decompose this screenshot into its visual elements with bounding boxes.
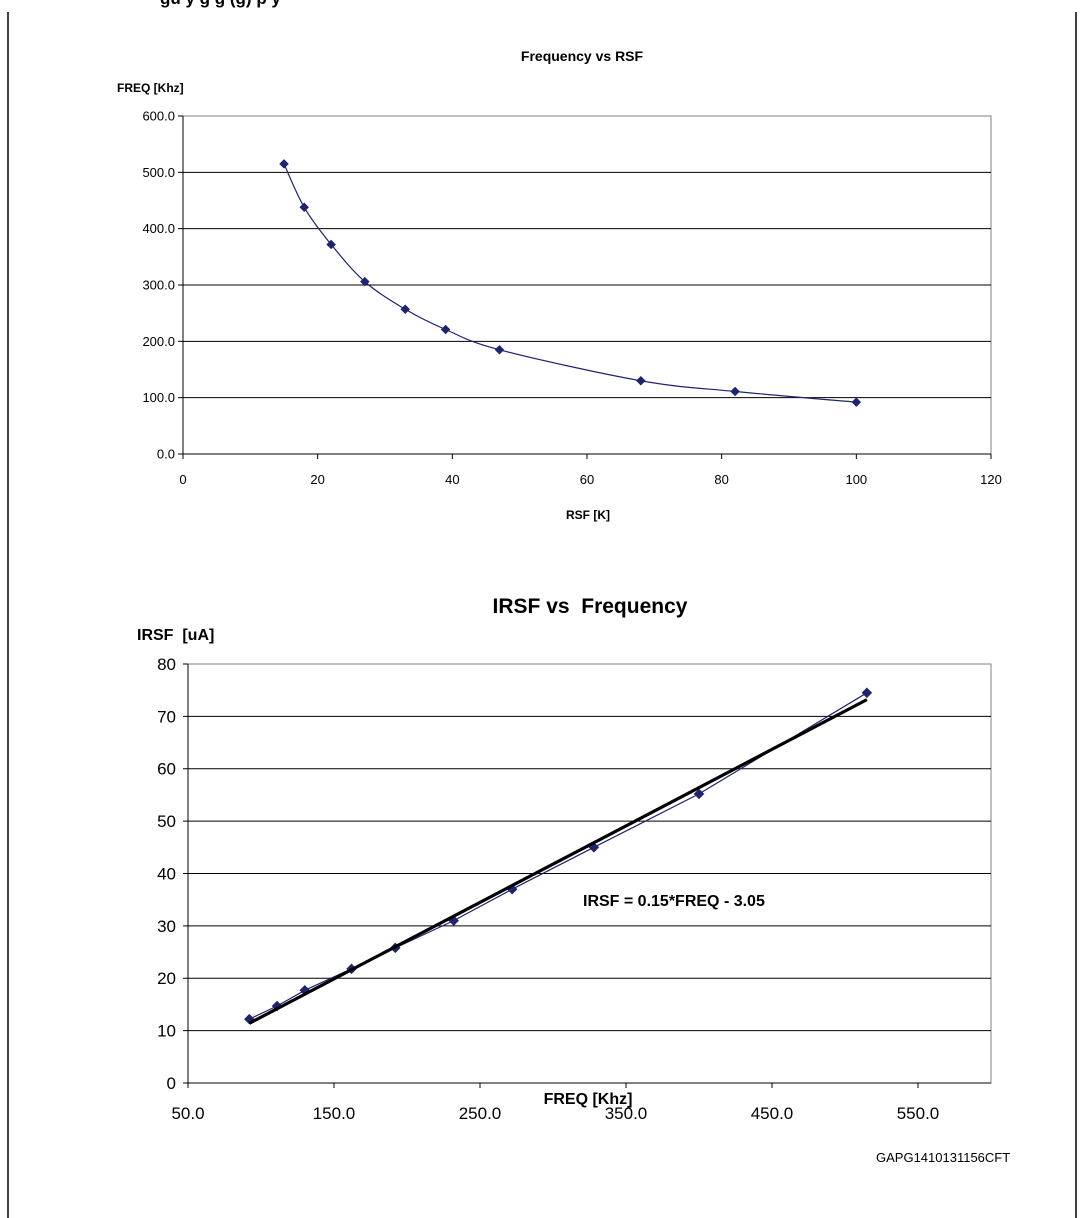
chart2-y-axis-label: IRSF [uA] <box>137 627 214 644</box>
figure-reference-code: GAPG1410131156CFT <box>876 1150 1011 1165</box>
series-line <box>283 163 857 403</box>
data-point-marker <box>730 386 740 397</box>
data-point-marker <box>494 344 505 355</box>
data-point-marker <box>693 788 705 800</box>
data-point-marker <box>279 159 289 169</box>
chart2-y-ticks: 0 10 20 30 40 50 60 70 80 <box>157 655 189 1093</box>
frequency-vs-rsf-chart: Frequency vs RSF FREQ [Khz] RSF [K] 0.0 1… <box>117 48 1002 522</box>
chart2-series <box>243 687 873 1025</box>
y-tick-label: 70 <box>157 707 176 726</box>
y-tick-label: 20 <box>157 969 176 988</box>
chart2-gridlines <box>188 715 991 1032</box>
chart1-x-axis-label: RSF [K] <box>566 508 610 522</box>
chart2-x-ticks: 50.0 150.0 250.0 350.0 450.0 550.0 <box>171 1082 991 1123</box>
data-point-marker <box>851 397 862 408</box>
chart2-x-axis-label: FREQ [Khz] <box>544 1091 633 1108</box>
x-tick-label: 80 <box>714 472 728 487</box>
y-tick-label: 60 <box>157 760 176 779</box>
y-tick-label: 0 <box>167 1074 176 1093</box>
y-tick-label: 0.0 <box>157 447 175 462</box>
chart1-series <box>279 159 862 408</box>
x-tick-label: 100 <box>845 472 867 487</box>
x-tick-label: 450.0 <box>751 1104 794 1123</box>
x-tick-label: 350.0 <box>605 1104 648 1123</box>
x-tick-label: 50.0 <box>171 1104 204 1123</box>
data-point-marker <box>400 304 411 315</box>
y-tick-label: 100.0 <box>142 390 175 405</box>
data-point-marker <box>440 324 451 335</box>
linear-trendline <box>248 698 868 1025</box>
x-tick-label: 250.0 <box>459 1104 502 1123</box>
data-point-marker <box>243 1013 255 1025</box>
cut-off-caption: gu y g g (g) p y <box>160 0 281 8</box>
chart1-y-axis-label: FREQ [Khz] <box>117 81 184 95</box>
y-tick-label: 600.0 <box>142 109 175 124</box>
y-tick-label: 30 <box>157 917 176 936</box>
chart2-title: IRSF vs Frequency <box>493 595 688 618</box>
x-tick-label: 150.0 <box>313 1104 356 1123</box>
x-tick-label: 0 <box>179 472 186 487</box>
data-point-marker <box>636 375 646 386</box>
y-tick-label: 200.0 <box>142 334 175 349</box>
y-tick-label: 50 <box>157 812 176 831</box>
y-tick-label: 400.0 <box>142 221 175 236</box>
y-tick-label: 10 <box>157 1022 176 1041</box>
x-tick-label: 40 <box>445 472 459 487</box>
chart1-x-ticks: 0 20 40 60 80 100 120 <box>179 453 1002 487</box>
y-tick-label: 40 <box>157 864 176 883</box>
chart2-equation-annotation: IRSF = 0.15*FREQ - 3.05 <box>583 893 765 910</box>
y-tick-label: 500.0 <box>142 165 175 180</box>
x-tick-label: 60 <box>580 472 594 487</box>
chart1-y-ticks: 0.0 100.0 200.0 300.0 400.0 500.0 600.0 <box>142 109 184 462</box>
chart2-trendline <box>248 698 868 1025</box>
y-tick-label: 80 <box>157 655 176 674</box>
data-point-marker <box>326 239 336 250</box>
data-point-marker <box>861 687 873 699</box>
chart1-title: Frequency vs RSF <box>521 48 644 64</box>
data-point-marker <box>299 202 310 213</box>
data-point-marker <box>359 276 370 287</box>
series-line <box>249 692 868 1020</box>
irsf-vs-frequency-chart: IRSF vs Frequency IRSF [uA] FREQ [Khz] 0… <box>137 595 992 1123</box>
x-tick-label: 20 <box>310 472 324 487</box>
x-tick-label: 550.0 <box>897 1104 940 1123</box>
y-tick-label: 300.0 <box>142 278 175 293</box>
x-tick-label: 120 <box>980 472 1002 487</box>
